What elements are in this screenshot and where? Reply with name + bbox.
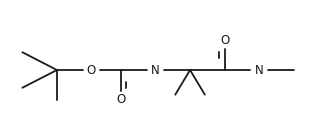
Text: N: N	[151, 64, 160, 76]
Text: N: N	[255, 64, 264, 76]
Text: O: O	[87, 64, 96, 76]
Text: O: O	[116, 93, 126, 106]
Text: O: O	[220, 34, 229, 47]
